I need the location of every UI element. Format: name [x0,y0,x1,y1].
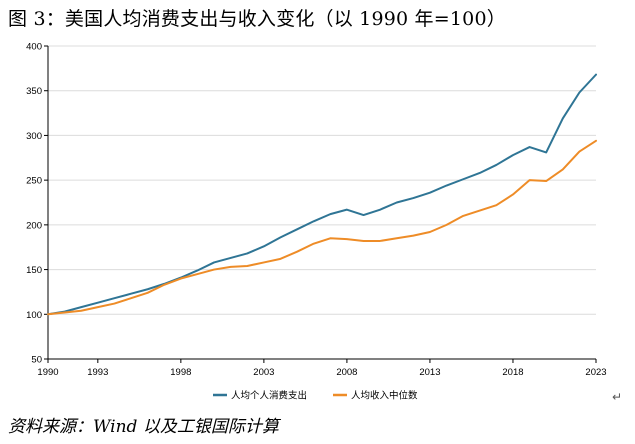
x-tick-label: 2023 [585,367,606,378]
line-chart: 50 100 150 200 250 300 350 400 1990 1993 1998 2003… [26,42,606,402]
y-tick-label: 300 [26,131,42,142]
source-note: 资料来源：Wind 以及工银国际计算 [8,412,279,437]
legend-label-1: 人均个人消费支出 [231,390,307,402]
y-tick-label: 200 [26,220,42,231]
x-tick-label: 1990 [37,367,58,378]
y-tick-label: 50 [31,355,42,366]
y-tick-label: 250 [26,176,42,187]
x-tick-label: 2013 [419,367,440,378]
y-tick-label: 400 [26,42,42,53]
x-tick-label: 1993 [87,367,108,378]
source-text: 资料来源：Wind 以及工银国际计算 [8,417,279,437]
x-tick-label: 2003 [253,367,274,378]
x-tick-labels: 1990 1993 1998 2003 2008 2013 2018 2023 [37,367,606,378]
y-tick-label: 150 [26,265,42,276]
y-tick-label: 350 [26,86,42,97]
figure-title: 图 3：美国人均消费支出与收入变化（以 1990 年=100） [8,8,506,30]
x-tick-label: 1998 [170,367,191,378]
paragraph-mark: ↵ [612,390,623,404]
series-lines [47,73,597,316]
legend: 人均个人消费支出 人均收入中位数 [213,390,418,402]
grid-lines [48,45,596,315]
axes [44,45,597,363]
series-line-2 [47,139,597,316]
y-tick-labels: 50 100 150 200 250 300 350 400 [26,42,42,366]
y-tick-label: 100 [26,310,42,321]
x-tick-label: 2018 [502,367,523,378]
legend-label-2: 人均收入中位数 [351,390,418,402]
series-line-1 [47,73,597,316]
x-tick-label: 2008 [336,367,357,378]
